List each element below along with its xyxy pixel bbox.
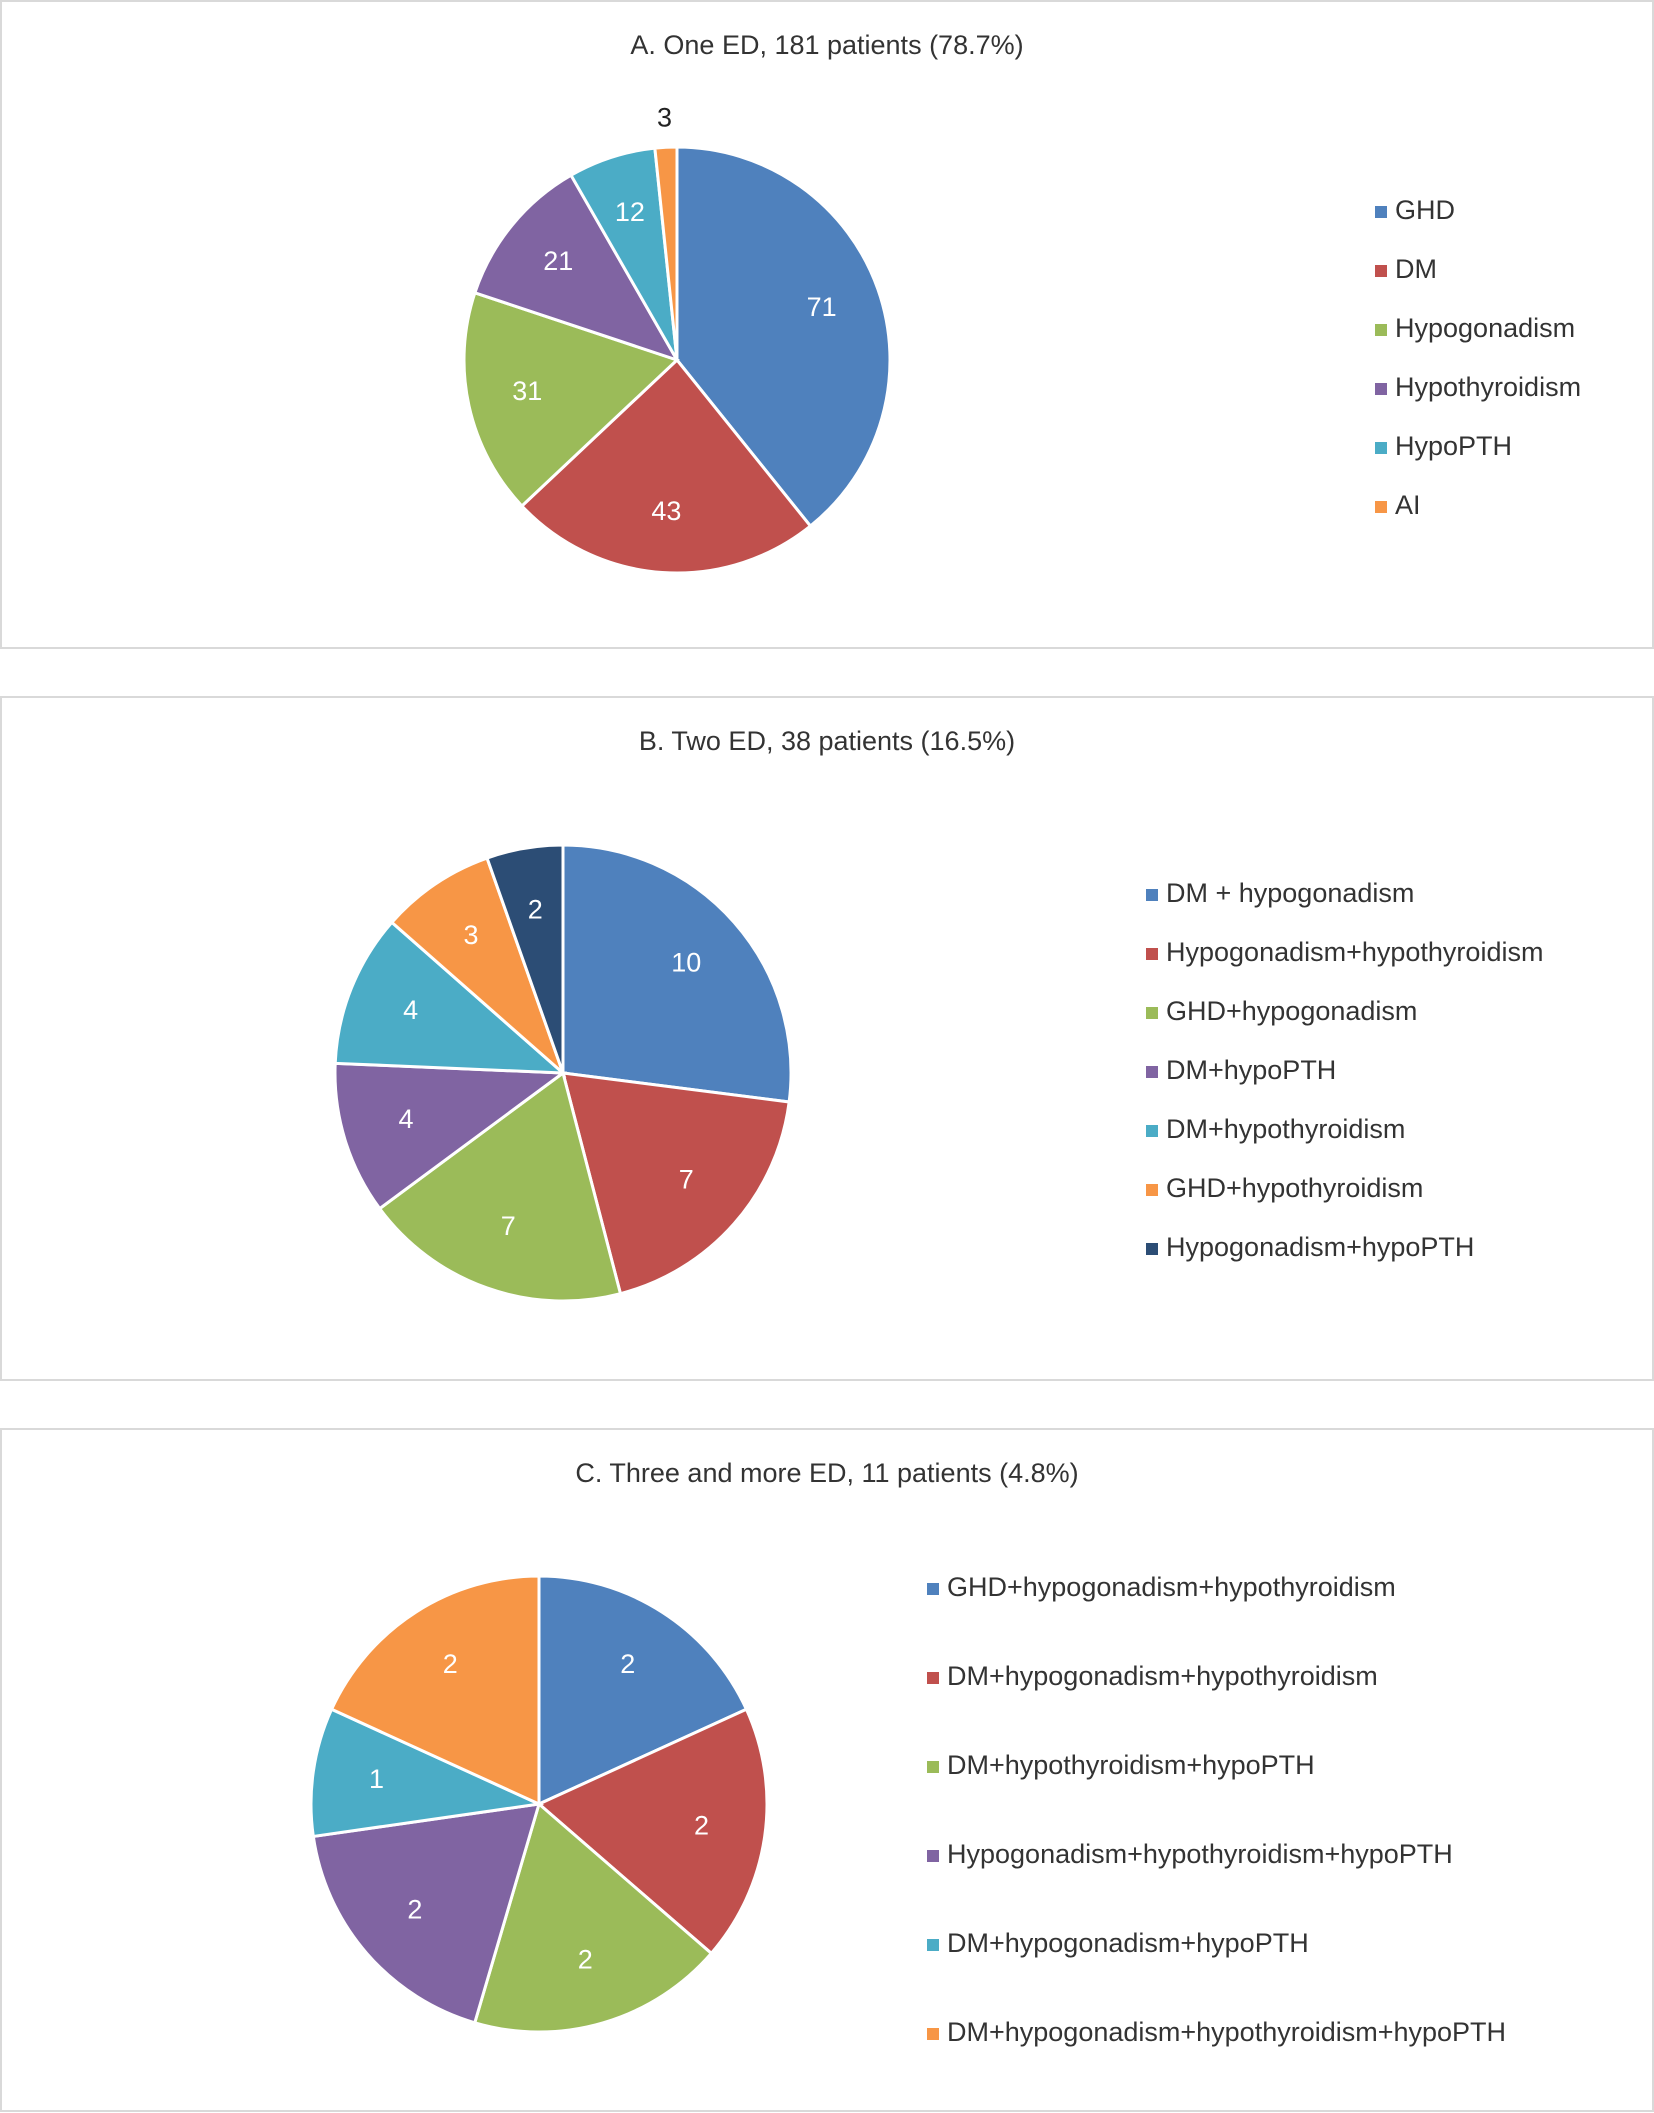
- chart-title: B. Two ED, 38 patients (16.5%): [639, 726, 1015, 756]
- pie-slice: [333, 920, 568, 1075]
- pie-slice: [333, 1061, 568, 1211]
- data-label: 2: [620, 1649, 635, 1679]
- data-label: 43: [651, 496, 681, 526]
- legend-swatch: [1146, 889, 1158, 901]
- legend-label: DM+hypogonadism+hypothyroidism: [947, 1661, 1378, 1691]
- pie-slice: [389, 856, 567, 1078]
- data-label: 71: [807, 292, 837, 322]
- pie-slice: [462, 290, 680, 509]
- legend-swatch: [1375, 265, 1387, 277]
- pie-slice: [537, 1574, 749, 1807]
- legend-label: Hypogonadism+hypoPTH: [1166, 1232, 1474, 1262]
- legend-swatch: [927, 1583, 939, 1595]
- legend-swatch: [1146, 1125, 1158, 1137]
- data-label: 12: [615, 197, 645, 227]
- panel: [0, 1428, 1654, 2112]
- panel: [0, 696, 1654, 1381]
- legend-swatch: [1375, 324, 1387, 336]
- pie-slice: [309, 1707, 545, 1839]
- data-label: 3: [464, 920, 479, 950]
- data-label: 2: [443, 1649, 458, 1679]
- legend-swatch: [1375, 383, 1387, 395]
- data-label: 21: [543, 246, 573, 276]
- pie-slice: [485, 843, 565, 1074]
- pie-slice: [472, 1801, 714, 2034]
- data-label: 2: [694, 1810, 709, 1840]
- data-label: 4: [399, 1104, 414, 1134]
- legend-label: Hypogonadism+hypothyroidism: [1166, 937, 1543, 967]
- legend-label: HypoPTH: [1395, 431, 1512, 461]
- legend-swatch: [1146, 1007, 1158, 1019]
- legend-swatch: [1375, 501, 1387, 513]
- pie-slice: [329, 1574, 541, 1807]
- data-label: 7: [501, 1211, 516, 1241]
- chart-title: C. Three and more ED, 11 patients (4.8%): [575, 1458, 1078, 1488]
- legend-swatch: [927, 1761, 939, 1773]
- legend-swatch: [1375, 206, 1387, 218]
- legend-label: GHD: [1395, 195, 1455, 225]
- legend-label: Hypogonadism: [1395, 313, 1575, 343]
- pie-slice: [560, 1071, 791, 1296]
- legend-label: DM+hypothyroidism: [1166, 1114, 1405, 1144]
- pie-slice: [472, 173, 681, 363]
- legend-swatch: [1375, 442, 1387, 454]
- legend-label: Hypothyroidism: [1395, 372, 1581, 402]
- pie-slice: [675, 145, 892, 529]
- legend-swatch: [927, 1850, 939, 1862]
- pie-slice: [653, 145, 679, 361]
- data-label: 2: [407, 1895, 422, 1925]
- chart-title: A. One ED, 181 patients (78.7%): [630, 30, 1023, 60]
- data-label: 3: [657, 102, 672, 132]
- legend-label: DM + hypogonadism: [1166, 878, 1414, 908]
- legend-swatch: [1146, 1066, 1158, 1078]
- legend-swatch: [1146, 948, 1158, 960]
- legend-label: AI: [1395, 490, 1421, 520]
- legend-label: GHD+hypothyroidism: [1166, 1173, 1423, 1203]
- legend-label: DM: [1395, 254, 1437, 284]
- pie-slice: [536, 1707, 769, 1956]
- legend-label: DM+hypoPTH: [1166, 1055, 1336, 1085]
- legend-label: DM+hypogonadism+hypothyroidism+hypoPTH: [947, 2017, 1506, 2047]
- legend-swatch: [1146, 1184, 1158, 1196]
- data-label: 7: [679, 1165, 694, 1195]
- pie-slice: [519, 357, 813, 575]
- pie-slice: [377, 1070, 623, 1303]
- legend-label: GHD+hypogonadism: [1166, 996, 1417, 1026]
- legend-swatch: [1146, 1243, 1158, 1255]
- pie-slice: [561, 843, 793, 1104]
- data-label: 1: [369, 1764, 384, 1794]
- legend-label: DM+hypothyroidism+hypoPTH: [947, 1750, 1315, 1780]
- legend-swatch: [927, 1672, 939, 1684]
- data-label: 10: [671, 948, 701, 978]
- legend-swatch: [927, 1939, 939, 1951]
- legend-label: DM+hypogonadism+hypoPTH: [947, 1928, 1309, 1958]
- legend-label: Hypogonadism+hypothyroidism+hypoPTH: [947, 1839, 1453, 1869]
- data-label: 2: [578, 1945, 593, 1975]
- data-label: 4: [403, 995, 418, 1025]
- legend-label: GHD+hypogonadism+hypothyroidism: [947, 1572, 1396, 1602]
- data-label: 31: [512, 376, 542, 406]
- data-label: 2: [528, 894, 543, 924]
- legend-swatch: [927, 2028, 939, 2040]
- pie-slice: [311, 1802, 542, 2025]
